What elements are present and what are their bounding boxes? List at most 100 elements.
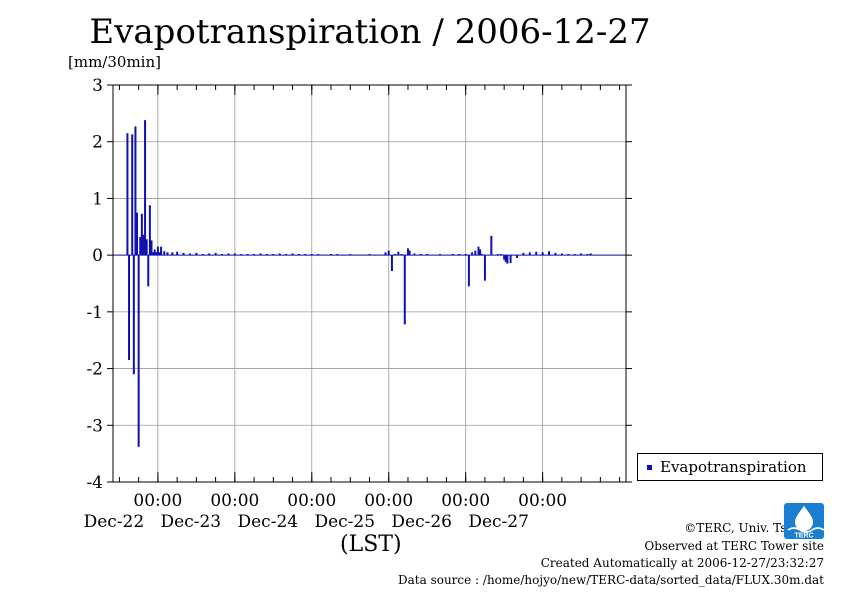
data-bar	[506, 255, 509, 264]
data-bar	[419, 254, 422, 256]
data-bar	[397, 251, 400, 256]
x-tick-time-label: 00:00	[287, 491, 336, 511]
data-bar	[195, 252, 198, 256]
y-tick-label: 3	[92, 76, 103, 96]
data-bar	[221, 254, 224, 256]
data-bar	[439, 254, 442, 256]
data-bar	[153, 249, 156, 256]
data-bar	[548, 251, 551, 256]
data-bar	[136, 212, 139, 256]
y-tick-label: 0	[92, 246, 103, 266]
legend-label: Evapotranspiration	[660, 458, 807, 476]
data-bar	[233, 253, 236, 256]
x-tick-date-label: Dec-22	[84, 512, 145, 532]
grid-lines	[113, 85, 626, 482]
data-bar	[589, 253, 592, 256]
data-bar	[330, 254, 333, 256]
data-bar	[304, 254, 307, 256]
plot-frame	[112, 84, 627, 483]
data-bar	[259, 253, 262, 256]
data-bar	[384, 252, 387, 256]
data-bar	[560, 253, 563, 256]
x-tick-time-label: 00:00	[518, 491, 567, 511]
data-bar	[272, 254, 275, 256]
axis-ticks	[107, 84, 632, 483]
data-bar	[490, 235, 493, 256]
data-bar	[535, 251, 538, 256]
data-bar	[480, 254, 483, 256]
data-bar	[403, 255, 406, 325]
data-bar	[483, 255, 486, 281]
data-bar	[528, 252, 531, 256]
data-bar	[474, 250, 477, 256]
data-bar	[139, 236, 142, 256]
data-bar	[158, 252, 161, 256]
data-bar	[580, 253, 583, 256]
data-bar	[479, 249, 482, 256]
data-bar	[128, 255, 131, 361]
data-bar	[499, 254, 502, 256]
legend-swatch	[647, 465, 652, 470]
data-bar	[152, 252, 155, 256]
data-bar	[134, 126, 137, 256]
data-bar	[458, 254, 461, 256]
legend: Evapotranspiration	[637, 453, 823, 481]
data-bar	[471, 252, 474, 256]
y-tick-label: -2	[86, 360, 103, 380]
data-bar	[541, 252, 544, 256]
data-bar	[227, 253, 230, 256]
data-bar	[349, 254, 352, 256]
y-unit-label: [mm/30min]	[68, 53, 161, 71]
data-bar	[291, 253, 294, 256]
data-bar	[426, 254, 429, 256]
data-bar	[150, 240, 153, 256]
data-bar	[163, 251, 166, 256]
data-bar	[336, 254, 339, 256]
data-bar	[503, 255, 506, 260]
data-bar	[201, 254, 204, 256]
x-tick-time-label: 00:00	[441, 491, 490, 511]
data-bar	[265, 254, 268, 256]
data-bar	[522, 252, 525, 256]
data-bar	[496, 254, 499, 256]
series-bars	[126, 120, 592, 447]
data-bar	[148, 205, 151, 256]
data-bar	[137, 255, 140, 447]
data-bar	[176, 251, 179, 256]
y-tick-label: 2	[92, 133, 103, 153]
data-bar	[573, 254, 576, 256]
data-bar	[208, 253, 211, 256]
y-tick-label: -3	[86, 416, 103, 436]
data-bar	[285, 254, 288, 256]
x-tick-date-label: Dec-23	[161, 512, 222, 532]
data-bar	[464, 254, 467, 256]
data-bar	[467, 255, 470, 287]
chart-title: Evapotranspiration / 2006-12-27	[89, 12, 651, 52]
data-bar	[310, 254, 313, 256]
data-bar	[477, 246, 480, 256]
data-bar	[140, 213, 143, 256]
data-bar	[253, 254, 256, 256]
data-bar	[278, 253, 281, 256]
data-bar	[147, 255, 150, 287]
data-bar	[586, 254, 589, 256]
data-bar	[408, 250, 411, 256]
data-bar	[554, 252, 557, 256]
data-bar	[413, 253, 416, 256]
data-bar	[515, 255, 518, 258]
data-bar	[188, 253, 191, 256]
data-bar	[394, 254, 397, 256]
data-bar	[400, 254, 403, 256]
credit-site: Observed at TERC Tower site	[644, 539, 824, 553]
data-bar	[142, 234, 145, 256]
data-bar	[509, 255, 512, 264]
x-tick-time-label: 00:00	[133, 491, 182, 511]
data-bar	[387, 250, 390, 256]
x-tick-time-label: 00:00	[364, 491, 413, 511]
credit-source: Data source : /home/hojyo/new/TERC-data/…	[398, 573, 824, 587]
data-bar	[131, 134, 134, 256]
data-bar	[246, 254, 249, 256]
data-bar	[214, 252, 217, 256]
data-bar	[240, 254, 243, 256]
tick-labels: -4-3-2-1012300:00Dec-2200:00Dec-2300:00D…	[84, 76, 568, 532]
